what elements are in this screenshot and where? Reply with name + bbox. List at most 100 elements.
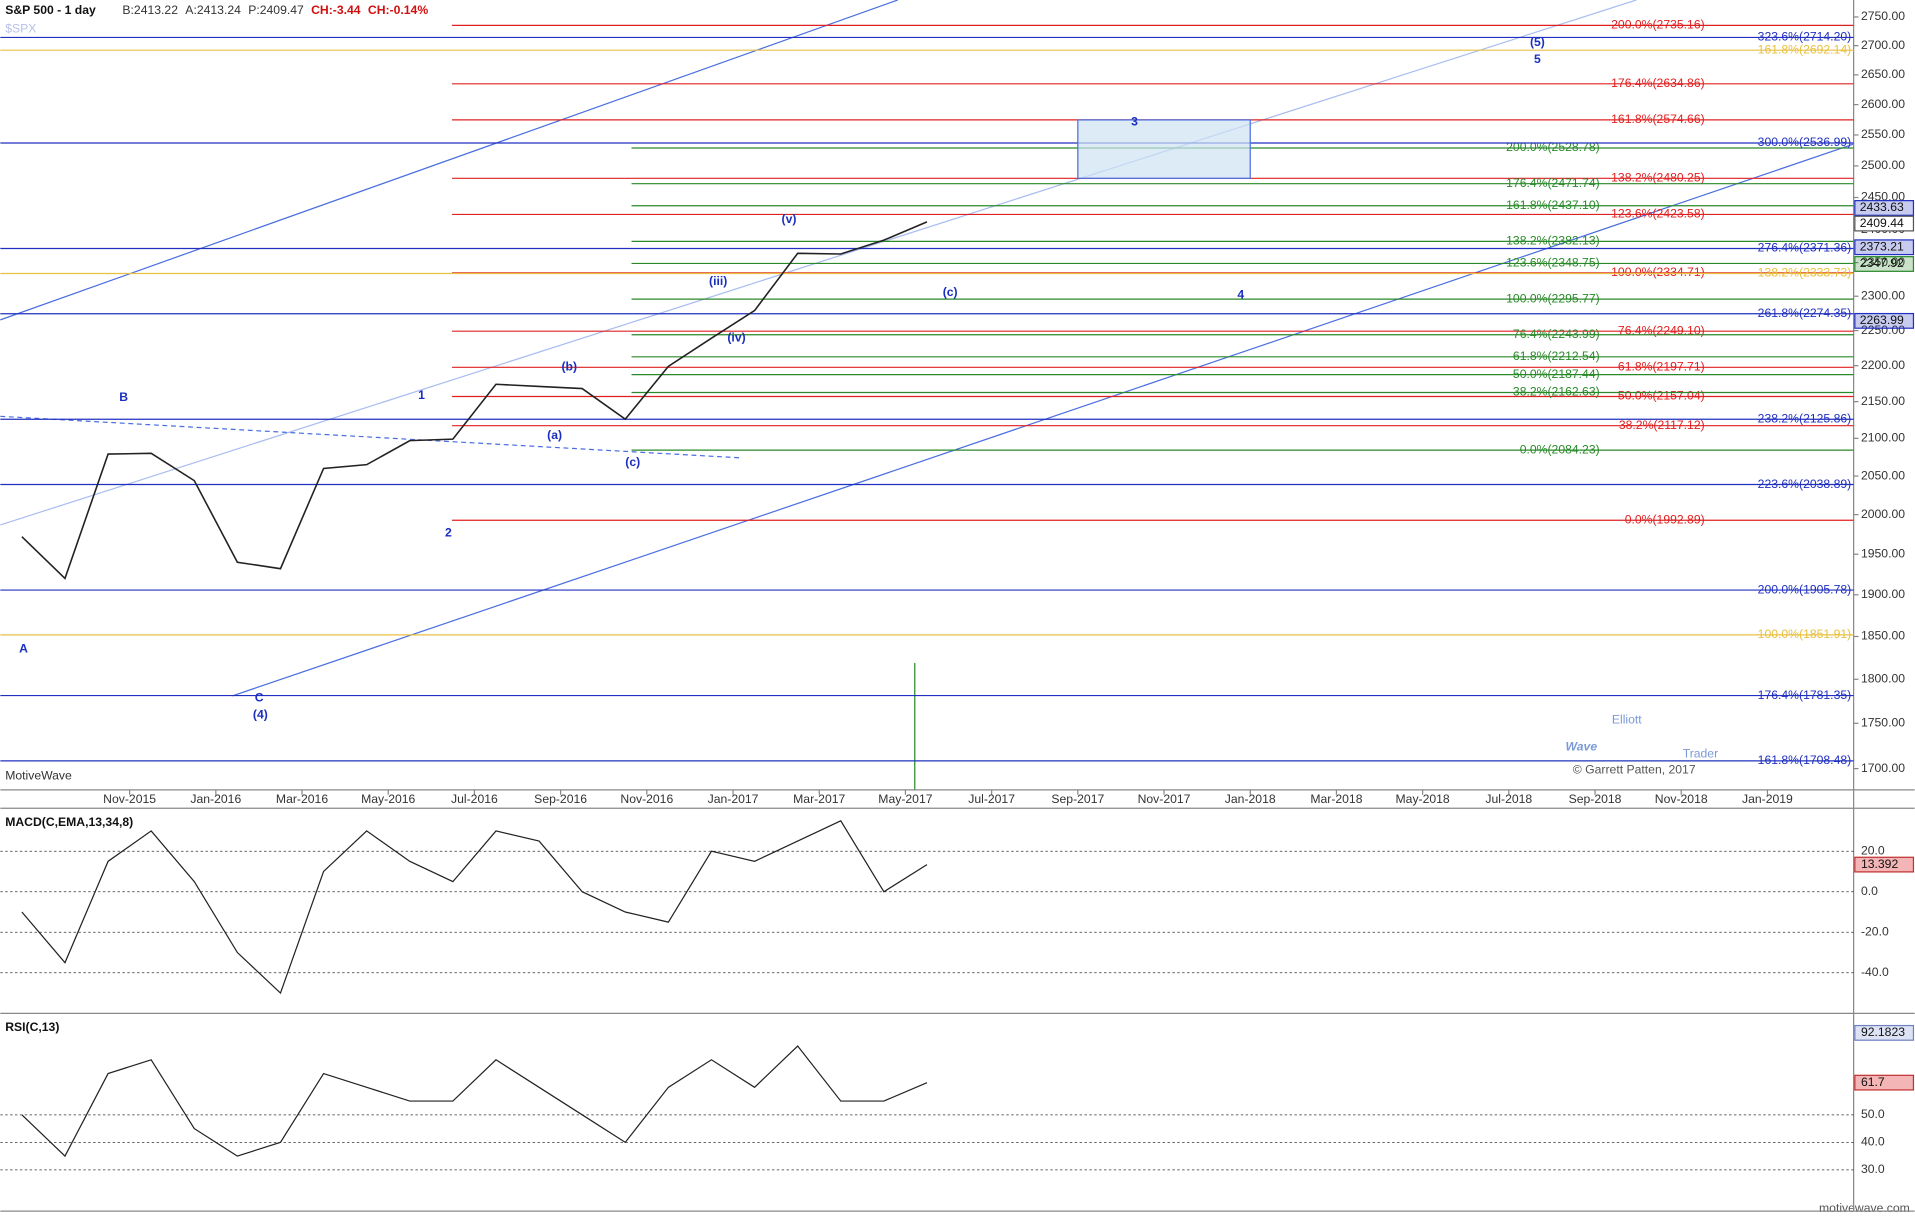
credit: © Garrett Patten, 2017 <box>1573 763 1696 777</box>
y-tick-label: 2500.00 <box>1861 158 1905 172</box>
channel-lines <box>0 0 1854 697</box>
channel-line <box>0 0 1637 526</box>
y-tick-label: 1950.00 <box>1861 546 1905 560</box>
x-tick-label: Sep-2016 <box>534 792 587 806</box>
fib-label: 100.0%(1851.91) <box>1758 627 1852 641</box>
footer: motivewave.com <box>1819 1201 1910 1215</box>
brand: Wave <box>1566 739 1598 753</box>
y-tick-label: 2750.00 <box>1861 9 1905 23</box>
x-tick-label: May-2016 <box>361 792 415 806</box>
brand: Elliott <box>1612 713 1642 727</box>
wave-label: (iii) <box>709 274 727 288</box>
fib-label: 261.8%(2274.35) <box>1758 306 1852 320</box>
price-badge-label: 2433.63 <box>1860 200 1904 214</box>
price-badge <box>1854 215 1915 232</box>
quote-field: CH:-3.44 <box>311 3 361 17</box>
quote-field: P:2409.47 <box>248 3 304 17</box>
x-tick-label: Nov-2018 <box>1655 792 1708 806</box>
quote-field: A:2413.24 <box>185 3 241 17</box>
x-tick-label: Sep-2017 <box>1051 792 1104 806</box>
x-tick-label: Jan-2017 <box>708 792 759 806</box>
quote-field: B:2413.22 <box>122 3 178 17</box>
x-tick-label: Jan-2016 <box>190 792 241 806</box>
indicator-line <box>21 820 928 995</box>
y-tick-label: 2100.00 <box>1861 431 1905 445</box>
price-badge-label: 2373.21 <box>1860 239 1904 253</box>
y-tick-label: 2250.00 <box>1861 323 1905 337</box>
fib-label: 200.0%(2528.78) <box>1506 140 1600 154</box>
y-tick-label: 1900.00 <box>1861 587 1905 601</box>
fib-label: 176.4%(2634.86) <box>1611 76 1705 90</box>
y-tick-label: 2200.00 <box>1861 358 1905 372</box>
price-badge-label: 2347.92 <box>1860 256 1904 270</box>
source-label: MotiveWave <box>5 769 72 783</box>
wave-label: B <box>119 390 128 404</box>
wave-label: (b) <box>561 360 577 374</box>
wave-label: (5) <box>1530 35 1545 49</box>
x-tick-label: Mar-2017 <box>793 792 845 806</box>
fib-label: 38.2%(2117.12) <box>1619 418 1705 432</box>
fib-label: 38.2%(2162.63) <box>1513 385 1600 399</box>
y-tick-label: 1700.00 <box>1861 761 1905 775</box>
y-tick-label: 2650.00 <box>1861 67 1905 81</box>
symbol-watermark: $SPX <box>5 22 36 36</box>
y-tick-label: 1800.00 <box>1861 672 1905 686</box>
fib-label: 76.4%(2249.10) <box>1618 323 1705 337</box>
price-badge <box>1854 200 1915 216</box>
x-tick-label: Nov-2017 <box>1138 792 1191 806</box>
wave-label: C <box>255 691 264 705</box>
x-tick-label: Jul-2016 <box>451 792 498 806</box>
price-badge <box>1854 312 1915 329</box>
y-tick-label: 2050.00 <box>1861 468 1905 482</box>
value-badge-label: 13.392 <box>1861 857 1898 871</box>
fib-label: 0.0%(2084.23) <box>1520 442 1600 456</box>
wave-label: 1 <box>418 388 425 402</box>
value-badge <box>1854 856 1915 873</box>
fib-label: 100.0%(2334.71) <box>1611 265 1705 279</box>
y-tick-label: 0.0 <box>1861 884 1878 898</box>
panel-title: RSI(C,13) <box>5 1020 59 1034</box>
value-badge <box>1854 1024 1915 1041</box>
value-badge-label: 92.1823 <box>1861 1025 1905 1039</box>
wave-label: (iv) <box>727 330 745 344</box>
fib-label: 138.2%(2333.73) <box>1758 266 1852 280</box>
channel-line <box>232 143 1854 697</box>
fib-label: 50.0%(2157.04) <box>1618 389 1705 403</box>
wave-label: 4 <box>1237 288 1244 302</box>
fib-label: 300.0%(2536.99) <box>1758 135 1852 149</box>
y-tick-label: 30.0 <box>1861 1162 1885 1176</box>
x-tick-label: Mar-2018 <box>1310 792 1362 806</box>
x-tick-label: Jan-2019 <box>1742 792 1793 806</box>
x-tick-label: Nov-2016 <box>620 792 673 806</box>
fib-label: 123.6%(2348.75) <box>1506 256 1600 270</box>
y-tick-label: -40.0 <box>1861 965 1889 979</box>
target-zone <box>1077 119 1251 179</box>
y-tick-label: 1850.00 <box>1861 629 1905 643</box>
wave-label: A <box>19 642 28 656</box>
y-tick-label: 2000.00 <box>1861 507 1905 521</box>
y-tick-label: 1750.00 <box>1861 716 1905 730</box>
channel-line <box>0 0 898 321</box>
wave-label: (4) <box>253 708 268 722</box>
value-badge <box>1854 1074 1915 1091</box>
chart-title: S&P 500 - 1 day <box>5 3 96 17</box>
y-tick-label: 2150.00 <box>1861 394 1905 408</box>
fib-label: 138.2%(2480.25) <box>1611 171 1705 185</box>
y-tick-label: 40.0 <box>1861 1135 1885 1149</box>
panel-title: MACD(C,EMA,13,34,8) <box>5 815 133 829</box>
price-badge-label: 2263.99 <box>1860 313 1904 327</box>
wave-label: (c) <box>943 285 958 299</box>
fib-label: 123.6%(2423.58) <box>1611 207 1705 221</box>
x-tick-label: Jul-2018 <box>1485 792 1532 806</box>
y-tick-label: 2300.00 <box>1861 288 1905 302</box>
fib-label: 238.2%(2125.86) <box>1758 411 1852 425</box>
y-tick-label: 2700.00 <box>1861 38 1905 52</box>
x-tick-label: Jan-2018 <box>1225 792 1276 806</box>
fib-label: 323.6%(2714.20) <box>1758 30 1852 44</box>
fib-label: 200.0%(2735.16) <box>1611 18 1705 32</box>
fib-label: 200.0%(1905.78) <box>1758 582 1852 596</box>
indicator-line <box>21 1045 928 1158</box>
x-tick-label: Nov-2015 <box>103 792 156 806</box>
wave-label: (a) <box>547 428 562 442</box>
